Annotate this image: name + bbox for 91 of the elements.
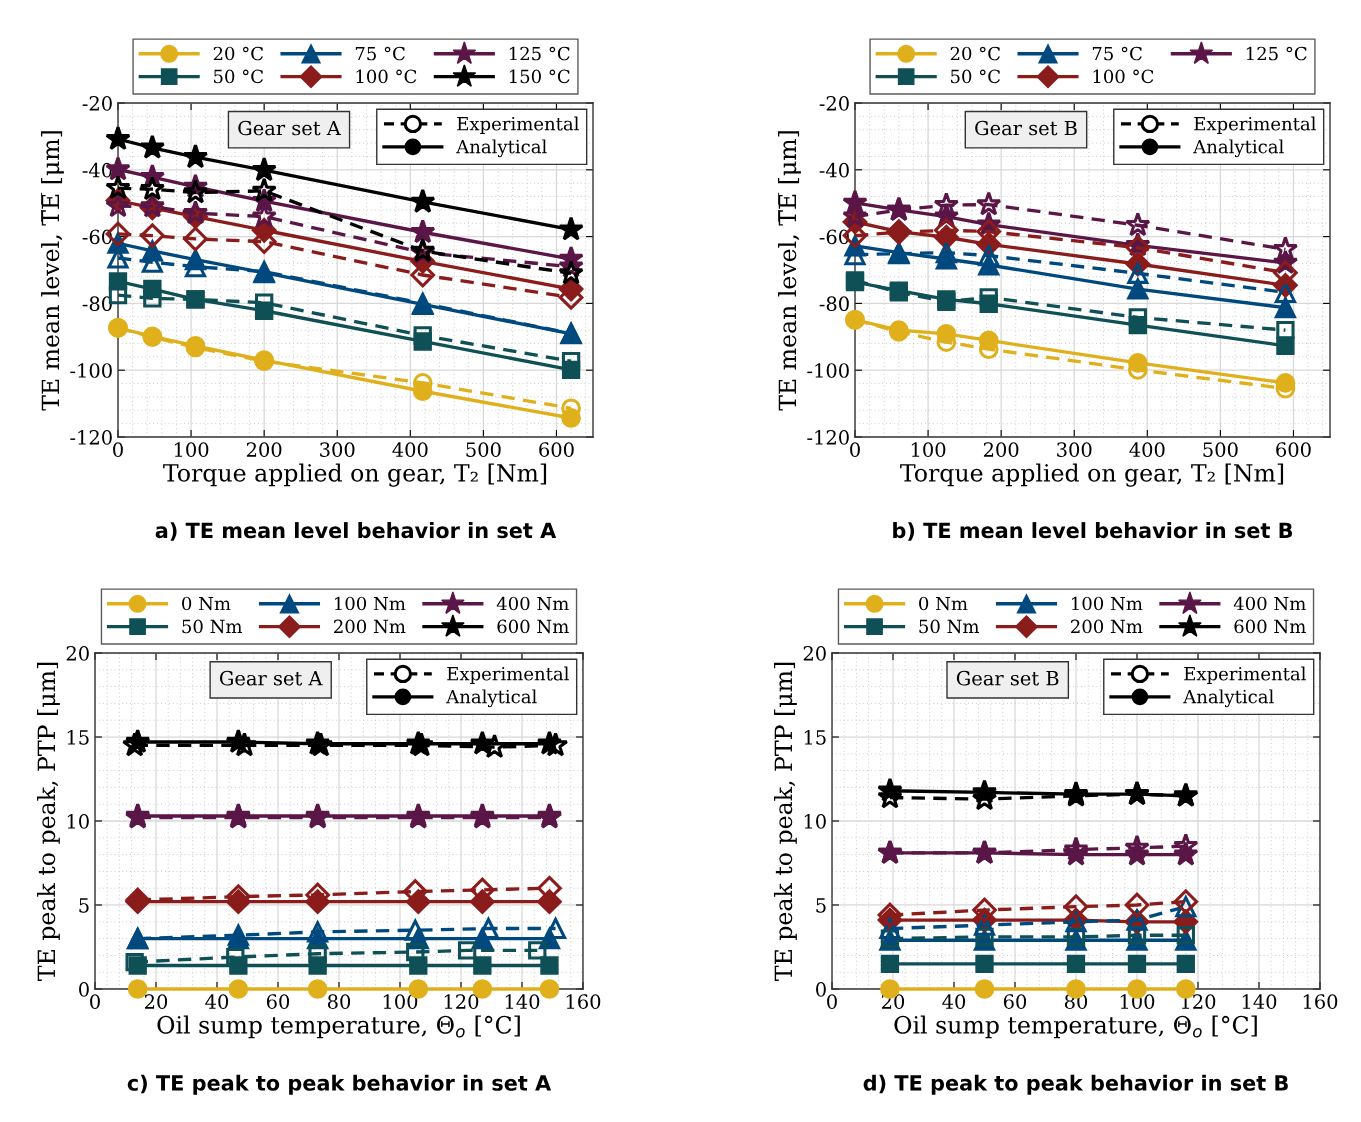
legend-label: 125 °C — [509, 46, 570, 61]
annotation: Analytical — [1193, 139, 1284, 158]
annotation: Experimental — [1184, 666, 1306, 685]
annotation: Analytical — [1183, 689, 1274, 708]
legend-label: 50 Nm — [182, 619, 243, 634]
x-tick-label: 100 — [174, 442, 209, 457]
x-tick-label: 300 — [1057, 442, 1092, 457]
y-tick-label: 15 — [67, 729, 89, 745]
y-axis-title: TE peak to peak, PTP [μm] — [773, 662, 797, 981]
text: b) TE mean level behavior in set B — [893, 522, 1293, 541]
y-tick-label: 10 — [67, 813, 89, 829]
legend-label: 150 °C — [509, 69, 570, 84]
y-tick-label: -100 — [807, 363, 849, 378]
y-tick-label: 20 — [803, 645, 826, 661]
y-tick-label: 10 — [804, 813, 826, 829]
x-tick-label: 500 — [1203, 442, 1238, 457]
x-tick-label: 120 — [444, 994, 479, 1009]
y-axis-title: TE mean level, T̅E̅ [μm] — [41, 131, 64, 411]
x-axis-title: Torque applied on gear, T₂ [Nm] — [900, 463, 1284, 487]
y-tick-label: 5 — [79, 898, 89, 913]
legend-label: 0 Nm — [182, 596, 231, 611]
y-tick-label: -20 — [819, 95, 849, 111]
legend-label: 100 Nm — [1072, 596, 1143, 611]
x-tick-label: 60 — [266, 994, 290, 1009]
x-tick-label: 80 — [327, 994, 351, 1009]
x-tick-label: 400 — [392, 442, 428, 457]
x-tick-label: 100 — [911, 442, 946, 457]
text: a) TE mean level behavior in set A — [155, 522, 557, 541]
x-tick-label: 300 — [320, 442, 355, 457]
y-tick-label: 5 — [816, 898, 826, 913]
x-axis-title: Oil sump temperature, Θ$_{o}$ [°C] — [157, 1015, 520, 1039]
legend-label: 20 °C — [950, 46, 1000, 61]
x-tick-label: 200 — [246, 442, 282, 457]
x-tick-label: 600 — [539, 442, 574, 457]
x-tick-label: 400 — [1129, 442, 1165, 457]
legend-label: 400 Nm — [496, 596, 569, 611]
annotation: Experimental — [457, 116, 579, 135]
annotation: Gear set B — [975, 120, 1077, 136]
y-tick-label: -120 — [807, 429, 849, 445]
x-tick-label: 60 — [1003, 994, 1027, 1009]
annotation: Gear set A — [238, 120, 341, 136]
annotation: Gear set A — [219, 670, 323, 686]
text: c) TE peak to peak behavior in set A — [127, 1074, 552, 1095]
legend-label: 100 Nm — [335, 596, 406, 611]
y-tick-label: 0 — [816, 981, 826, 997]
legend-label: 200 Nm — [334, 619, 406, 634]
annotation: Analytical — [446, 689, 537, 708]
x-tick-label: 160 — [566, 994, 601, 1009]
y-tick-label: -40 — [819, 162, 849, 178]
x-tick-label: 40 — [942, 994, 966, 1009]
x-tick-label: 0 — [850, 442, 860, 457]
legend-label: 75 °C — [355, 46, 405, 61]
legend-label: 0 Nm — [919, 596, 968, 611]
x-tick-label: 0 — [113, 442, 123, 457]
x-tick-label: 40 — [205, 994, 229, 1009]
legend-label: 50 °C — [214, 69, 263, 84]
annotation: Gear set B — [956, 670, 1059, 686]
legend-label: 400 Nm — [1233, 596, 1306, 611]
x-tick-label: 20 — [144, 994, 168, 1009]
y-tick-label: -80 — [819, 296, 849, 312]
legend-label: 100 °C — [356, 69, 417, 84]
legend-label: 600 Nm — [1234, 619, 1306, 634]
legend-label: 75 °C — [1092, 46, 1142, 61]
y-tick-label: 15 — [804, 729, 826, 745]
y-axis-title: TE peak to peak, PTP [μm] — [36, 662, 60, 981]
x-tick-label: 140 — [505, 994, 540, 1009]
y-tick-label: -120 — [70, 429, 112, 445]
x-tick-label: 500 — [466, 442, 501, 457]
x-tick-label: 160 — [1303, 994, 1338, 1009]
annotation: Experimental — [1194, 116, 1316, 135]
annotation: Experimental — [447, 666, 569, 685]
x-tick-label: 600 — [1276, 442, 1311, 457]
x-axis-title: Oil sump temperature, Θ$_{o}$ [°C] — [894, 1015, 1257, 1039]
text: d) TE peak to peak behavior in set B — [863, 1074, 1288, 1095]
y-tick-label: 20 — [66, 645, 89, 661]
y-tick-label: -100 — [70, 363, 112, 378]
legend-label: 200 Nm — [1071, 619, 1143, 634]
x-tick-label: 200 — [983, 442, 1019, 457]
legend-label: 20 °C — [213, 46, 263, 61]
y-axis-title: TE mean level, T̅E̅ [μm] — [778, 131, 801, 411]
y-tick-label: 0 — [79, 981, 89, 997]
x-tick-label: 100 — [383, 994, 418, 1009]
legend-label: 600 Nm — [497, 619, 569, 634]
legend-label: 125 °C — [1246, 46, 1307, 61]
annotation: Analytical — [456, 139, 547, 158]
legend-label: 100 °C — [1093, 69, 1154, 84]
x-tick-label: 140 — [1242, 994, 1277, 1009]
legend-label: 50 °C — [951, 69, 1000, 84]
y-tick-label: -20 — [82, 95, 112, 111]
x-axis-title: Torque applied on gear, T₂ [Nm] — [163, 463, 547, 487]
legend-label: 50 Nm — [919, 619, 980, 634]
